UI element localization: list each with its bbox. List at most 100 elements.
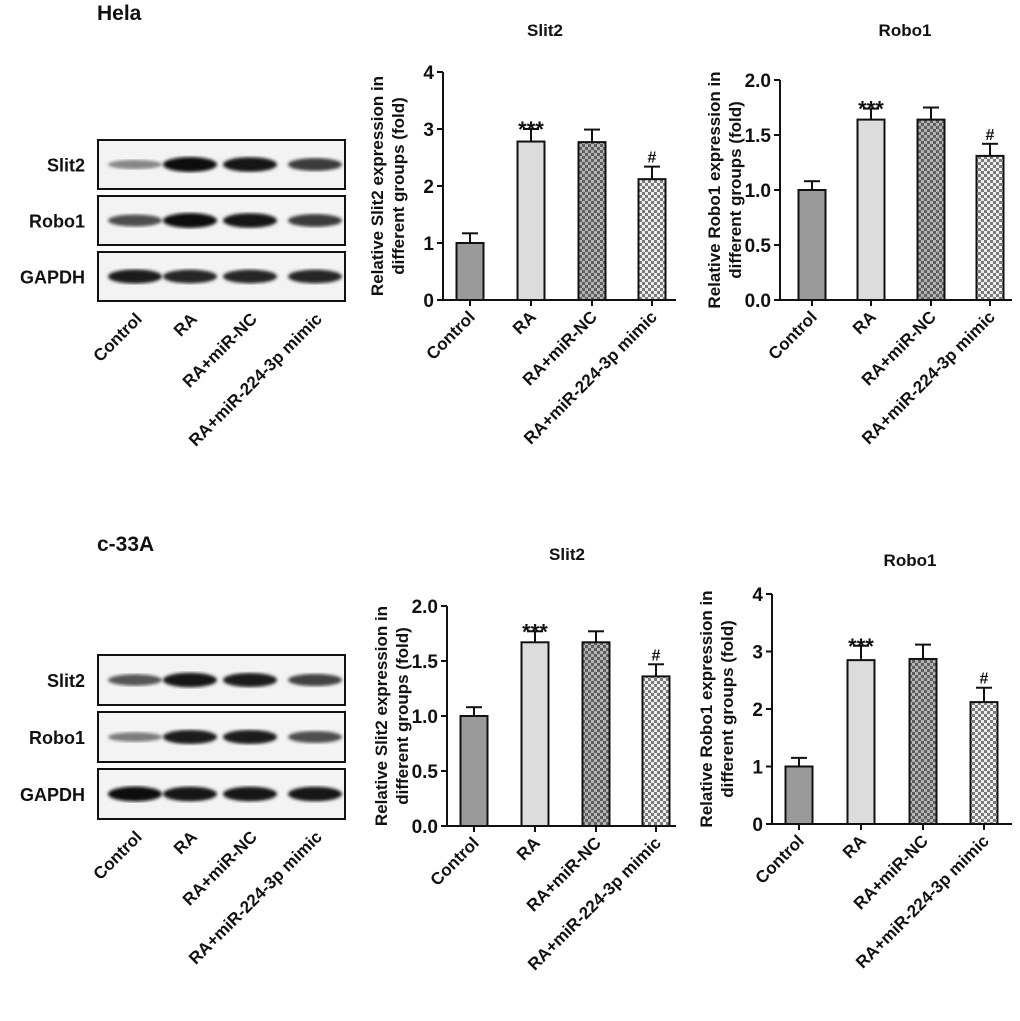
y-tick-label: 1.0	[412, 707, 438, 728]
blot-band	[108, 786, 162, 802]
x-tick-label: RA	[839, 831, 870, 862]
bar	[846, 659, 876, 825]
blot-row-label: Slit2	[47, 156, 85, 176]
blot-band	[108, 159, 162, 170]
blot-band	[223, 269, 277, 284]
y-tick-label: 2	[423, 177, 434, 198]
y-tick-label: 1	[752, 758, 763, 779]
y-tick-label: 0.0	[412, 817, 438, 838]
blot-band	[108, 269, 162, 284]
x-tick-label: Control	[752, 831, 808, 887]
bar-chart: Slit2 Relative Slit2 expression in differe…	[368, 21, 676, 448]
y-axis-label: different groups (fold)	[393, 627, 412, 805]
blot-band	[108, 674, 162, 686]
bar	[916, 118, 946, 301]
blot-band	[163, 729, 217, 745]
bar	[455, 242, 485, 301]
blot-lane-label: RA	[170, 827, 201, 858]
bar	[784, 765, 814, 825]
y-tick-label: 1	[423, 234, 434, 255]
y-tick-label: 4	[423, 63, 434, 84]
y-tick-label: 1.5	[745, 126, 772, 147]
x-tick-label: Control	[423, 307, 479, 363]
blot-band	[163, 786, 217, 802]
y-axis-label: different groups (fold)	[718, 620, 737, 798]
blot-band	[163, 269, 217, 284]
blot-band	[223, 786, 277, 802]
blot-band	[223, 672, 277, 688]
y-axis-label: different groups (fold)	[389, 97, 408, 275]
blot-band	[223, 213, 277, 228]
x-tick-label: RA	[513, 833, 544, 864]
chart-title: Slit2	[549, 545, 585, 564]
bar	[637, 178, 667, 301]
y-axis-label: Relative Slit2 expression in	[372, 606, 391, 826]
y-tick-label: 2.0	[412, 597, 438, 618]
blot-lane-label: Control	[90, 827, 146, 883]
bar-chart: Robo1 Relative Robo1 expression in differe…	[697, 551, 1012, 972]
blot-row-label: Robo1	[29, 728, 85, 748]
x-tick-label: RA	[849, 307, 880, 338]
y-tick-label: 0.0	[745, 291, 771, 312]
bar	[969, 701, 999, 825]
blot-band	[108, 732, 162, 742]
significance-mark: ***	[522, 619, 548, 644]
blot-band	[163, 213, 217, 228]
bar	[797, 189, 827, 301]
y-tick-label: 3	[423, 120, 434, 141]
bar	[459, 715, 489, 827]
y-axis-label: Relative Robo1 expression in	[697, 590, 716, 827]
blot-lane-label: RA+miR-224-3p mimic	[185, 827, 326, 968]
bar	[908, 657, 938, 825]
chart-title: Robo1	[879, 21, 932, 40]
blot-band	[108, 214, 162, 227]
bar	[641, 675, 671, 828]
significance-mark: #	[648, 150, 657, 167]
blot-lane-label: Control	[90, 309, 146, 365]
bar	[581, 641, 611, 827]
y-tick-label: 2.0	[745, 71, 771, 92]
panel-title-c33a: c-33A	[97, 533, 154, 556]
significance-mark: ***	[858, 97, 884, 122]
blot-band	[288, 673, 342, 687]
bar	[975, 154, 1005, 301]
chart-title: Robo1	[884, 551, 937, 570]
y-tick-label: 1.0	[745, 181, 771, 202]
blot-row-label: Robo1	[29, 212, 85, 232]
blot-row-label: Slit2	[47, 671, 85, 691]
blot-band	[288, 269, 342, 284]
y-tick-label: 3	[752, 643, 763, 664]
y-tick-label: 0.5	[412, 762, 439, 783]
x-tick-label: Control	[427, 833, 483, 889]
blot-band	[163, 157, 217, 172]
y-axis-label: Relative Slit2 expression in	[368, 76, 387, 296]
significance-mark: ***	[518, 117, 544, 142]
bar-chart: Slit2 Relative Slit2 expression in differe…	[372, 545, 676, 974]
blot-band	[288, 731, 342, 743]
blot-band	[223, 157, 277, 172]
significance-mark: #	[986, 127, 995, 144]
blot-row-label: GAPDH	[20, 268, 85, 288]
bar	[516, 140, 546, 301]
significance-mark: #	[980, 671, 989, 688]
blot-lane-label: RA+miR-224-3p mimic	[185, 309, 326, 450]
blot-band	[288, 158, 342, 171]
y-tick-label: 2	[752, 700, 763, 721]
blot-band	[223, 729, 277, 745]
bar	[577, 141, 607, 301]
y-tick-label: 1.5	[412, 652, 439, 673]
blot-band	[288, 214, 342, 227]
blot-row-label: GAPDH	[20, 785, 85, 805]
y-axis-label: different groups (fold)	[726, 101, 745, 279]
bar	[856, 118, 886, 301]
blot-band	[288, 786, 342, 802]
x-tick-label: Control	[765, 307, 821, 363]
y-axis-label: Relative Robo1 expression in	[705, 71, 724, 308]
x-tick-label: RA	[509, 307, 540, 338]
y-tick-label: 4	[752, 585, 763, 606]
y-tick-label: 0.5	[745, 236, 772, 257]
blot-lane-label: RA	[170, 309, 201, 340]
bar-chart: Robo1 Relative Robo1 expression in differe…	[705, 21, 1012, 448]
y-tick-label: 0	[752, 815, 763, 836]
